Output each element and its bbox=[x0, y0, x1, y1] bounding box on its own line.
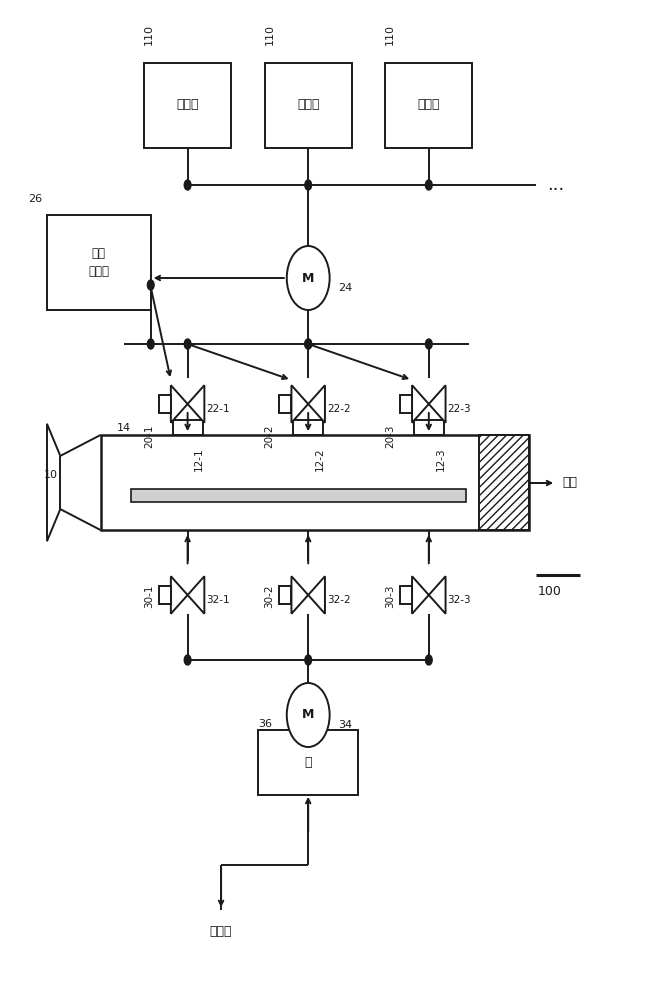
Text: 34: 34 bbox=[338, 720, 352, 730]
Polygon shape bbox=[291, 576, 308, 614]
Bar bbox=[144, 62, 231, 147]
Text: 30-1: 30-1 bbox=[144, 585, 154, 608]
Polygon shape bbox=[308, 385, 325, 423]
Polygon shape bbox=[308, 576, 325, 614]
Text: 10: 10 bbox=[44, 470, 58, 480]
Text: 废水: 废水 bbox=[563, 477, 578, 489]
Text: 32-1: 32-1 bbox=[206, 595, 230, 605]
Polygon shape bbox=[412, 385, 429, 423]
Bar bbox=[400, 395, 412, 413]
Circle shape bbox=[305, 339, 312, 349]
Polygon shape bbox=[171, 576, 188, 614]
Circle shape bbox=[425, 655, 432, 665]
Circle shape bbox=[425, 180, 432, 190]
Bar bbox=[100, 435, 529, 530]
Polygon shape bbox=[429, 576, 446, 614]
Text: 20-1: 20-1 bbox=[144, 424, 154, 448]
Circle shape bbox=[305, 180, 312, 190]
Polygon shape bbox=[291, 385, 308, 423]
Bar bbox=[173, 420, 202, 435]
Text: 32-2: 32-2 bbox=[327, 595, 350, 605]
Bar bbox=[159, 586, 171, 604]
Circle shape bbox=[305, 655, 312, 665]
Circle shape bbox=[147, 280, 154, 290]
Bar bbox=[258, 730, 358, 795]
Text: 22-1: 22-1 bbox=[206, 404, 230, 414]
Bar bbox=[293, 420, 323, 435]
Text: 22-2: 22-2 bbox=[327, 404, 350, 414]
Circle shape bbox=[305, 339, 312, 349]
Bar bbox=[400, 586, 412, 604]
Bar bbox=[47, 215, 151, 310]
Text: 110: 110 bbox=[385, 24, 395, 45]
Circle shape bbox=[287, 683, 330, 747]
Circle shape bbox=[147, 339, 154, 349]
Polygon shape bbox=[412, 576, 429, 614]
Bar bbox=[159, 395, 171, 413]
Circle shape bbox=[184, 655, 191, 665]
Text: 取水口: 取水口 bbox=[210, 925, 232, 938]
Text: ...: ... bbox=[547, 176, 565, 194]
Text: 24: 24 bbox=[338, 283, 352, 293]
Text: 30-3: 30-3 bbox=[385, 585, 395, 608]
Circle shape bbox=[287, 246, 330, 310]
Circle shape bbox=[184, 180, 191, 190]
Text: 12-2: 12-2 bbox=[315, 447, 325, 471]
Bar bbox=[414, 420, 444, 435]
Text: 30-2: 30-2 bbox=[265, 585, 275, 608]
Text: M: M bbox=[302, 708, 314, 722]
Bar bbox=[279, 395, 291, 413]
Circle shape bbox=[184, 339, 191, 349]
Text: 14: 14 bbox=[117, 423, 131, 433]
Bar bbox=[279, 586, 291, 604]
Polygon shape bbox=[188, 385, 204, 423]
Text: 废气源: 废气源 bbox=[417, 99, 440, 111]
Circle shape bbox=[425, 339, 432, 349]
Text: 110: 110 bbox=[265, 24, 275, 45]
Text: M: M bbox=[302, 271, 314, 284]
Text: 泵: 泵 bbox=[304, 756, 312, 769]
Text: 12-3: 12-3 bbox=[436, 447, 446, 471]
Text: 20-2: 20-2 bbox=[265, 424, 275, 448]
Text: 100: 100 bbox=[537, 585, 561, 598]
Text: 26: 26 bbox=[28, 194, 42, 204]
Text: 废气源: 废气源 bbox=[297, 99, 320, 111]
Text: 32-3: 32-3 bbox=[448, 595, 471, 605]
Text: 20-3: 20-3 bbox=[385, 424, 395, 448]
Bar bbox=[265, 62, 352, 147]
Bar bbox=[385, 62, 472, 147]
Bar bbox=[131, 489, 466, 502]
Text: 废气源: 废气源 bbox=[176, 99, 199, 111]
Text: 36: 36 bbox=[259, 719, 273, 729]
Polygon shape bbox=[171, 385, 188, 423]
Text: 110: 110 bbox=[144, 24, 154, 45]
Text: 开口
控制部: 开口 控制部 bbox=[88, 247, 109, 278]
Text: 22-3: 22-3 bbox=[448, 404, 471, 414]
Polygon shape bbox=[429, 385, 446, 423]
Bar bbox=[479, 435, 529, 530]
Polygon shape bbox=[188, 576, 204, 614]
Text: 12-1: 12-1 bbox=[194, 447, 204, 471]
